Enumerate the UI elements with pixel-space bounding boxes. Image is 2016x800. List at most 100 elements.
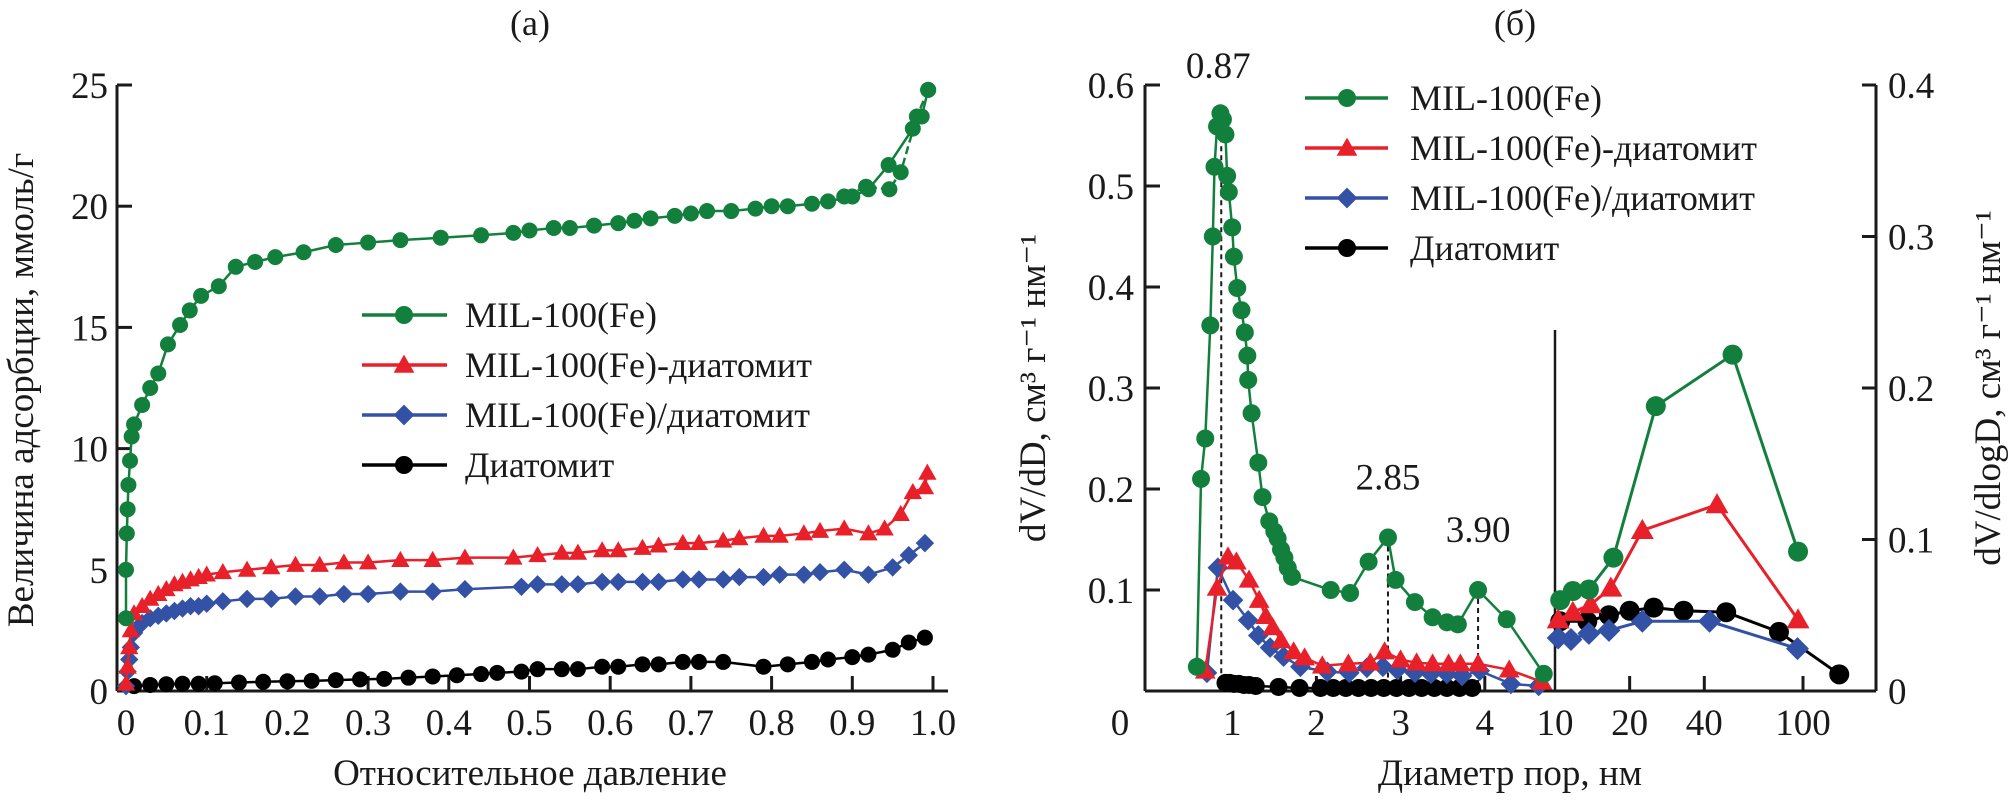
panel-a-title: (a) bbox=[510, 3, 550, 43]
data-point bbox=[157, 579, 176, 597]
data-point bbox=[120, 638, 139, 655]
panel-a-ticks: 0 0.1 0.2 0.3 0.4 0.5 0.6 0.7 0.8 0.9 1.0 0 5 10 15 20 2… bbox=[71, 66, 956, 744]
data-point bbox=[1705, 493, 1729, 514]
data-point bbox=[1578, 593, 1602, 614]
data-point bbox=[610, 658, 627, 675]
data-point bbox=[1239, 370, 1258, 389]
left-y-tick-label: 0.1 bbox=[1088, 571, 1134, 612]
data-point bbox=[1187, 657, 1206, 676]
data-point bbox=[1203, 227, 1222, 246]
x-tick-label: 1 bbox=[1223, 703, 1242, 744]
data-point bbox=[803, 653, 820, 670]
data-point bbox=[159, 336, 176, 353]
data-point bbox=[794, 524, 814, 541]
legend-marker-circle bbox=[395, 306, 413, 324]
data-point bbox=[794, 565, 814, 584]
data-point bbox=[1219, 183, 1238, 202]
legend-item: Диатомит bbox=[362, 445, 614, 485]
data-point bbox=[1785, 637, 1809, 661]
series-mil-100-fe-диатомит bbox=[1196, 557, 1809, 697]
data-point bbox=[213, 563, 233, 580]
left-y-tick-label: 0.3 bbox=[1088, 369, 1134, 410]
data-point bbox=[553, 661, 570, 678]
data-point bbox=[193, 287, 210, 304]
data-point bbox=[1206, 577, 1228, 596]
data-point bbox=[142, 676, 159, 693]
legend-item: MIL-100(Fe)-диатомит bbox=[1305, 128, 1757, 168]
data-point bbox=[423, 550, 442, 568]
data-point bbox=[1270, 630, 1292, 649]
data-point bbox=[1450, 653, 1471, 672]
x-tick-label: 4 bbox=[1476, 703, 1495, 744]
data-point bbox=[920, 81, 937, 98]
data-point bbox=[1218, 166, 1237, 185]
desorption-line bbox=[843, 89, 930, 198]
x-tick-label: 0.3 bbox=[345, 703, 391, 744]
data-point bbox=[118, 525, 135, 542]
data-point bbox=[609, 541, 628, 558]
data-point bbox=[1374, 641, 1395, 660]
legend-marker-triangle bbox=[393, 354, 415, 373]
data-point bbox=[610, 215, 627, 232]
data-point bbox=[747, 200, 764, 217]
panel-a-y-axis-title: Величина адсорбции, ммоль/г bbox=[1, 153, 42, 627]
data-point bbox=[230, 674, 247, 691]
data-point bbox=[391, 550, 410, 568]
data-point bbox=[754, 567, 773, 587]
data-point bbox=[1232, 301, 1251, 320]
x-tick-label: 40 bbox=[1686, 703, 1723, 744]
legend-marker-circle bbox=[1338, 89, 1356, 107]
data-point bbox=[150, 365, 167, 382]
legend-marker-diamond bbox=[1336, 187, 1358, 209]
series-mil-100-fe bbox=[118, 81, 937, 627]
data-point bbox=[1722, 344, 1743, 365]
data-point bbox=[1311, 678, 1330, 697]
data-point bbox=[1235, 323, 1254, 342]
data-point bbox=[528, 546, 547, 563]
data-point bbox=[1603, 547, 1624, 568]
data-point bbox=[569, 661, 586, 678]
data-point bbox=[116, 674, 136, 691]
data-point bbox=[859, 524, 878, 541]
x-tick-label: 100 bbox=[1775, 703, 1831, 744]
data-point bbox=[1546, 608, 1570, 629]
data-point bbox=[118, 561, 134, 578]
legend-item: Диатомит bbox=[1305, 228, 1559, 268]
data-point bbox=[1412, 678, 1431, 697]
data-point bbox=[626, 212, 643, 229]
x-tick-label: 2 bbox=[1307, 703, 1326, 744]
data-point bbox=[915, 533, 935, 553]
data-point bbox=[1598, 605, 1619, 626]
data-point bbox=[1423, 608, 1442, 627]
series-line-log bbox=[1559, 352, 1800, 602]
data-point bbox=[489, 664, 506, 681]
data-point bbox=[883, 558, 902, 577]
data-point bbox=[673, 570, 693, 589]
data-point bbox=[918, 463, 937, 480]
y-tick-label: 15 bbox=[71, 308, 108, 349]
data-point bbox=[1597, 618, 1621, 642]
data-point bbox=[1698, 609, 1722, 633]
data-point bbox=[122, 452, 139, 469]
panel-b-series bbox=[1187, 104, 1850, 697]
legend-label: MIL-100(Fe)-диатомит bbox=[1410, 128, 1757, 168]
data-point bbox=[633, 538, 652, 555]
data-point bbox=[916, 629, 933, 646]
data-point bbox=[1226, 551, 1247, 570]
data-point bbox=[423, 582, 442, 601]
legend-marker-diamond bbox=[393, 404, 415, 426]
data-point bbox=[1467, 653, 1489, 672]
data-point bbox=[197, 565, 216, 582]
data-point bbox=[810, 563, 830, 582]
data-point bbox=[227, 258, 244, 275]
data-point bbox=[118, 610, 134, 627]
data-point bbox=[650, 656, 667, 673]
data-point bbox=[295, 244, 312, 261]
data-point bbox=[1562, 581, 1583, 602]
data-point bbox=[237, 560, 257, 577]
panel-b: (б) Диаметр пор, нм dV/dD, см³ г⁻¹ нм⁻¹ … bbox=[1013, 3, 2009, 794]
data-point bbox=[392, 232, 409, 249]
data-point bbox=[633, 572, 652, 592]
series-mil-100-fe-диатомит bbox=[1194, 493, 1810, 690]
